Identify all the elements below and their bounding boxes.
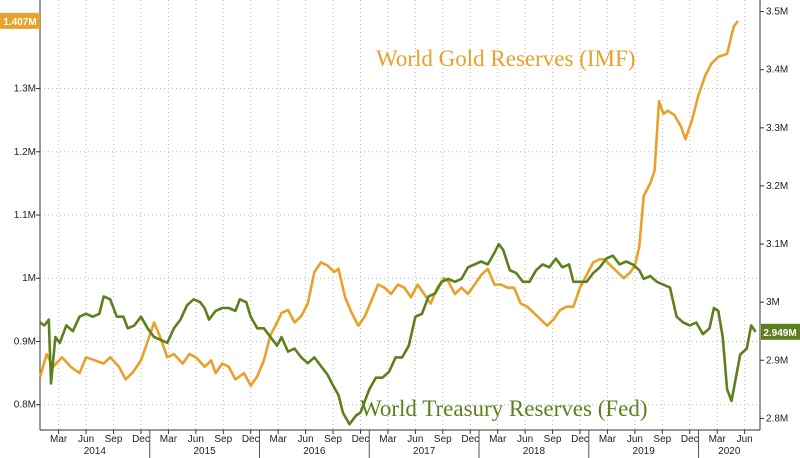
x-tick-label: Dec [132,434,150,445]
right-axis-ticks: 2.8M 2.9M 3M 3.1M 3.2M 3.3M 3.4M 3.5M [760,7,788,424]
right-tick-label: 3.4M [766,65,788,76]
right-tick-label: 3.3M [766,123,788,134]
x-tick-label: Mar [379,434,397,445]
year-label: 2019 [633,446,656,457]
x-tick-label: Mar [599,434,617,445]
x-tick-label: Dec [352,434,370,445]
x-tick-label: Dec [681,434,699,445]
left-tick-label: 1.2M [14,147,36,158]
left-tick-label: 1.1M [14,210,36,221]
year-label: 2015 [194,446,217,457]
right-tick-label: 3.1M [766,239,788,250]
gold-last-value-label: 1.407M [3,17,36,28]
x-tick-label: Dec [571,434,589,445]
x-tick-label: Jun [188,434,204,445]
x-tick-label: Jun [517,434,533,445]
x-tick-label: Sep [105,434,123,445]
x-tick-label: Sep [324,434,342,445]
year-label: 2014 [84,446,107,457]
x-tick-label: Mar [270,434,288,445]
left-tick-label: 0.9M [14,336,36,347]
x-tick-label: Sep [544,434,562,445]
x-tick-label: Mar [709,434,727,445]
series-layer [38,20,757,426]
right-tick-label: 2.9M [766,355,788,366]
gold-series-label: World Gold Reserves (IMF) [376,46,635,71]
x-tick-label: Sep [653,434,671,445]
x-tick-label: Jun [627,434,643,445]
x-tick-label: Jun [78,434,94,445]
treasury-last-value-label: 2.949M [763,328,796,339]
x-tick-label: Dec [461,434,479,445]
year-label: 2020 [718,446,741,457]
left-tick-label: 0.8M [14,400,36,411]
year-label: 2018 [523,446,546,457]
gold-reserves-line [38,20,740,387]
x-tick-label: Mar [489,434,507,445]
value-badges: 1.407M 2.949M [0,12,800,340]
year-label: 2016 [303,446,326,457]
right-tick-label: 3.2M [766,181,788,192]
grid [40,0,760,430]
x-tick-label: Sep [434,434,452,445]
x-tick-label: Jun [737,434,753,445]
x-tick-label: Mar [160,434,178,445]
left-tick-label: 1.3M [14,84,36,95]
x-tick-label: Jun [407,434,423,445]
right-tick-label: 3M [766,297,780,308]
treasury-last-value-badge [761,323,800,340]
right-tick-label: 3.5M [766,7,788,18]
left-axis-ticks: 0.8M 0.9M 1M 1.1M 1.2M 1.3M [14,84,40,411]
gold-last-value-badge [0,12,40,29]
x-tick-label: Sep [214,434,232,445]
treasury-series-label: World Treasury Reserves (Fed) [360,396,648,421]
left-tick-label: 1M [22,273,36,284]
x-tick-label: Dec [242,434,260,445]
x-axis-ticks: Mar Jun Sep Dec Mar Jun Sep Dec Mar Jun Sep Dec Mar J… [50,430,753,458]
x-tick-label: Mar [50,434,68,445]
x-tick-label: Jun [298,434,314,445]
treasury-reserves-line [39,242,757,426]
year-label: 2017 [413,446,436,457]
right-tick-label: 2.8M [766,413,788,424]
